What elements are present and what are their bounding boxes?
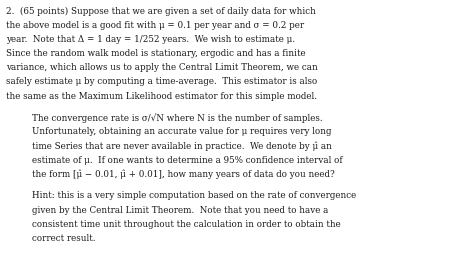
- Text: Unfortunately, obtaining an accurate value for μ requires very long: Unfortunately, obtaining an accurate val…: [32, 127, 332, 136]
- Text: Hint: this is a very simple computation based on the rate of convergence: Hint: this is a very simple computation …: [32, 191, 356, 201]
- Text: safely estimate μ by computing a time-average.  This estimator is also: safely estimate μ by computing a time-av…: [6, 77, 317, 87]
- Text: the form [μ̂ − 0.01, μ̂ + 0.01], how many years of data do you need?: the form [μ̂ − 0.01, μ̂ + 0.01], how man…: [32, 170, 335, 179]
- Text: the above model is a good fit with μ = 0.1 per year and σ = 0.2 per: the above model is a good fit with μ = 0…: [6, 21, 304, 30]
- Text: the same as the Maximum Likelihood estimator for this simple model.: the same as the Maximum Likelihood estim…: [6, 92, 317, 101]
- Text: time Series that are never available in practice.  We denote by μ̂ an: time Series that are never available in …: [32, 142, 332, 151]
- Text: consistent time unit throughout the calculation in order to obtain the: consistent time unit throughout the calc…: [32, 220, 341, 229]
- Text: Since the random walk model is stationary, ergodic and has a finite: Since the random walk model is stationar…: [6, 49, 305, 58]
- Text: variance, which allows us to apply the Central Limit Theorem, we can: variance, which allows us to apply the C…: [6, 63, 318, 72]
- Text: correct result.: correct result.: [32, 234, 96, 243]
- Text: year.  Note that Δ = 1 day = 1/252 years.  We wish to estimate μ.: year. Note that Δ = 1 day = 1/252 years.…: [6, 35, 295, 44]
- Text: estimate of μ.  If one wants to determine a 95% confidence interval of: estimate of μ. If one wants to determine…: [32, 156, 343, 165]
- Text: The convergence rate is σ/√N where N is the number of samples.: The convergence rate is σ/√N where N is …: [32, 113, 323, 123]
- Text: 2.  (65 points) Suppose that we are given a set of daily data for which: 2. (65 points) Suppose that we are given…: [6, 7, 316, 16]
- Text: given by the Central Limit Theorem.  Note that you need to have a: given by the Central Limit Theorem. Note…: [32, 206, 328, 215]
